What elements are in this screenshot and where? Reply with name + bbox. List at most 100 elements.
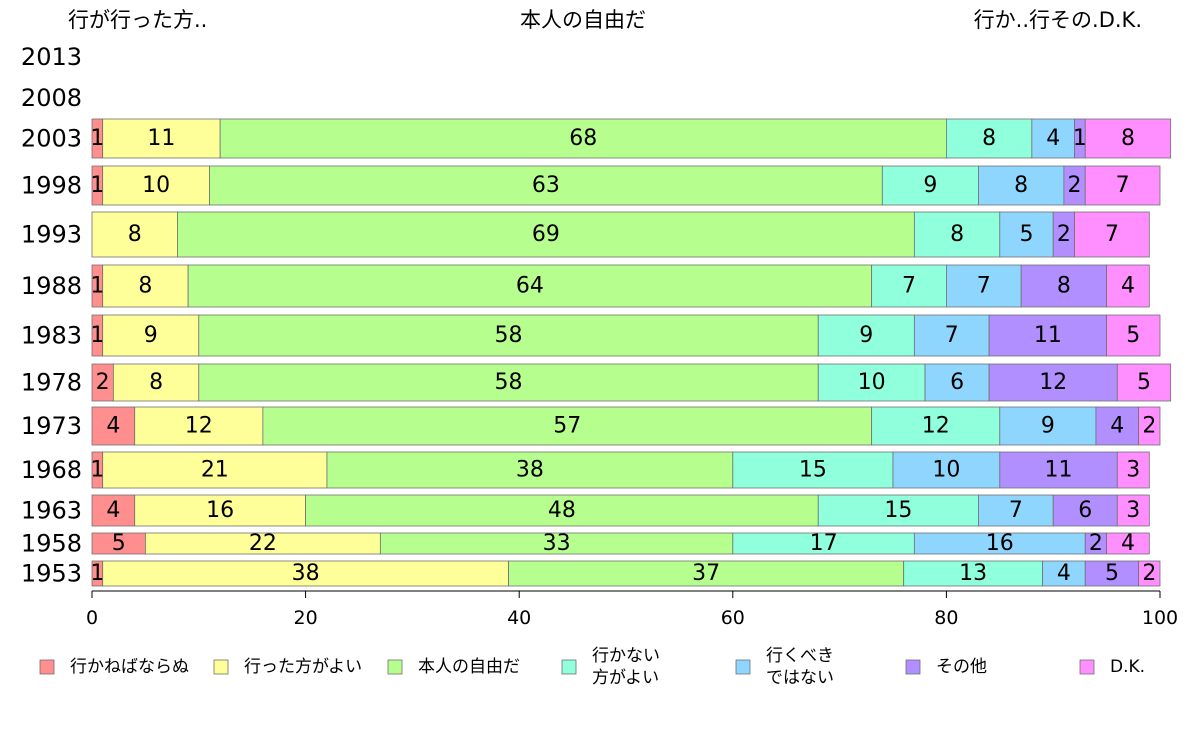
data-label: 9 bbox=[859, 323, 873, 348]
bar-segment bbox=[903, 560, 1043, 587]
data-label: 2 bbox=[1142, 561, 1156, 586]
data-label: 17 bbox=[810, 531, 838, 556]
bar-segment bbox=[1106, 532, 1150, 555]
x-axis: 0 20 40 60 80 100 bbox=[86, 590, 1178, 629]
legend-label: 本人の自由だ bbox=[418, 657, 520, 677]
bar-segment bbox=[1074, 211, 1150, 258]
data-label: 4 bbox=[106, 414, 120, 439]
data-label: 8 bbox=[128, 222, 142, 247]
data-label: 4 bbox=[1110, 414, 1124, 439]
data-label: 8 bbox=[950, 222, 964, 247]
bar-segment bbox=[817, 363, 926, 402]
bar-segment bbox=[102, 264, 189, 308]
bar-segment bbox=[134, 406, 264, 446]
bar-segment bbox=[999, 211, 1054, 258]
data-label: 58 bbox=[495, 370, 523, 395]
data-label: 57 bbox=[553, 414, 581, 439]
legend-swatch bbox=[1079, 659, 1095, 675]
data-label: 7 bbox=[977, 274, 991, 299]
year-label: 1963 bbox=[21, 497, 82, 525]
bar-segment bbox=[187, 264, 873, 308]
data-label: 2 bbox=[1089, 531, 1103, 556]
bar-segment bbox=[209, 165, 883, 206]
data-label: 63 bbox=[532, 173, 560, 198]
data-label: 2 bbox=[1057, 222, 1071, 247]
data-label: 8 bbox=[982, 126, 996, 151]
year-label: 1998 bbox=[21, 172, 82, 200]
bar-segment bbox=[1106, 264, 1150, 308]
header-center-label: 本人の自由だ bbox=[520, 8, 646, 32]
data-label: 1 bbox=[1073, 126, 1087, 151]
bar-segment bbox=[198, 314, 819, 357]
data-label: 10 bbox=[858, 370, 886, 395]
header-left-label: 行が行った方.. bbox=[68, 8, 207, 32]
legend-swatch bbox=[39, 659, 55, 675]
data-label: 3 bbox=[1126, 458, 1140, 483]
data-label: 12 bbox=[922, 414, 950, 439]
data-label: 4 bbox=[1057, 561, 1071, 586]
data-label: 4 bbox=[1121, 531, 1135, 556]
data-label: 4 bbox=[1046, 126, 1060, 151]
year-label: 1993 bbox=[21, 221, 82, 249]
data-label: 8 bbox=[1121, 126, 1135, 151]
bar-segment bbox=[999, 451, 1118, 489]
data-label: 7 bbox=[1009, 498, 1023, 523]
year-label: 2013 bbox=[21, 43, 82, 71]
bar-segment bbox=[1020, 264, 1107, 308]
data-label: 4 bbox=[1121, 274, 1135, 299]
data-label: 9 bbox=[1041, 414, 1055, 439]
bar-segment bbox=[1042, 560, 1086, 587]
x-tick-label: 100 bbox=[1142, 607, 1178, 629]
bar-segment bbox=[871, 406, 1001, 446]
legend-swatch bbox=[735, 659, 751, 675]
data-label: 15 bbox=[799, 458, 827, 483]
data-label: 3 bbox=[1126, 498, 1140, 523]
legend-label: 行くべき bbox=[766, 646, 834, 666]
data-label: 58 bbox=[495, 323, 523, 348]
bar-segment bbox=[913, 314, 990, 357]
bar-segment bbox=[1116, 494, 1150, 527]
legend-label: その他 bbox=[936, 657, 987, 677]
bar-segment bbox=[508, 560, 905, 587]
data-label: 11 bbox=[147, 126, 175, 151]
x-tick-label: 0 bbox=[86, 607, 98, 629]
bar-segment bbox=[1106, 314, 1161, 357]
bar-segment bbox=[102, 451, 328, 489]
data-label: 12 bbox=[185, 414, 213, 439]
x-tick-label: 40 bbox=[507, 607, 531, 629]
data-label: 33 bbox=[543, 531, 571, 556]
bar-segment bbox=[732, 451, 894, 489]
bar-segment bbox=[1084, 165, 1161, 206]
year-label: 2003 bbox=[21, 125, 82, 153]
legend-label: D.K. bbox=[1110, 657, 1145, 677]
bar-segment bbox=[134, 494, 307, 527]
bar-segment bbox=[988, 314, 1107, 357]
data-label: 69 bbox=[532, 222, 560, 247]
data-label: 7 bbox=[1116, 173, 1130, 198]
data-label: 5 bbox=[1020, 222, 1034, 247]
x-tick-label: 80 bbox=[934, 607, 958, 629]
data-label: 10 bbox=[142, 173, 170, 198]
bar-segment bbox=[817, 494, 979, 527]
data-label: 11 bbox=[1034, 323, 1062, 348]
year-label: 1978 bbox=[21, 369, 82, 397]
bar-segment bbox=[262, 406, 873, 446]
bar-segment bbox=[978, 165, 1065, 206]
data-label: 8 bbox=[149, 370, 163, 395]
bar-segment bbox=[1138, 406, 1161, 446]
legend-swatch bbox=[387, 659, 403, 675]
legend-label: 行った方がよい bbox=[244, 657, 362, 677]
data-label: 1 bbox=[90, 323, 104, 348]
data-label: 10 bbox=[932, 458, 960, 483]
data-label: 2 bbox=[96, 370, 110, 395]
data-label: 9 bbox=[923, 173, 937, 198]
bar-segment bbox=[177, 211, 915, 258]
bar-segment bbox=[1116, 451, 1150, 489]
data-label: 4 bbox=[106, 498, 120, 523]
data-label: 11 bbox=[1045, 458, 1073, 483]
data-label: 16 bbox=[986, 531, 1014, 556]
data-label: 38 bbox=[516, 458, 544, 483]
